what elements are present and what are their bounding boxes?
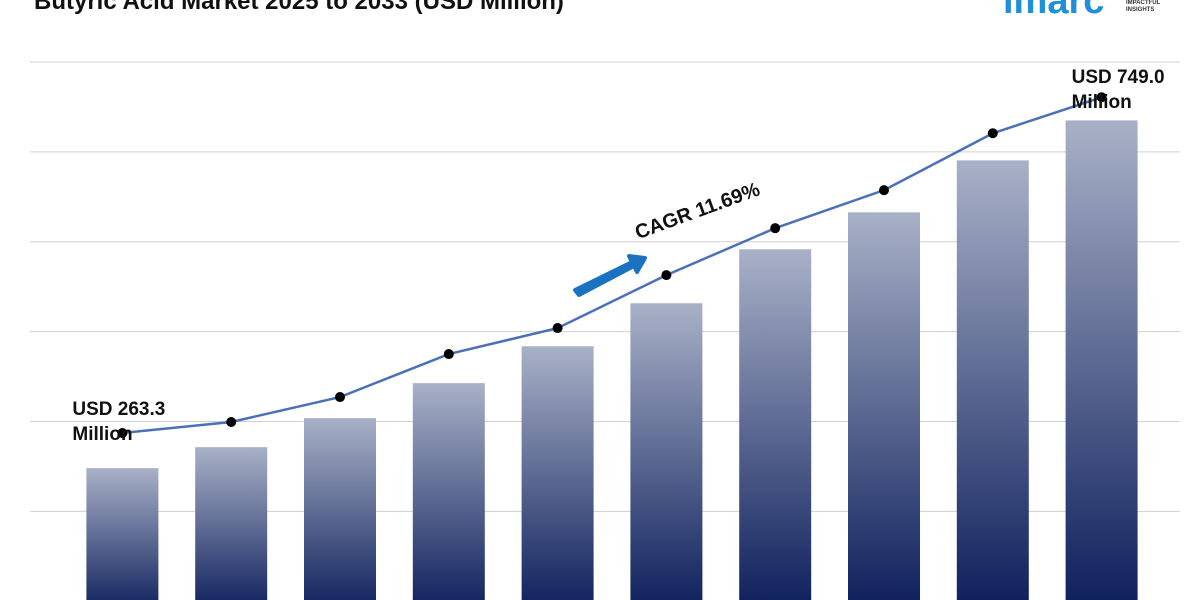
point	[1096, 92, 1107, 103]
bar	[848, 212, 920, 600]
bar	[739, 249, 812, 600]
bar	[521, 346, 594, 600]
bar	[1065, 120, 1138, 600]
line	[122, 96, 1102, 435]
logo-tagline: IMPACTFUL INSIGHTS	[1126, 0, 1161, 13]
bar	[195, 447, 268, 600]
bar	[412, 383, 485, 600]
bar	[630, 303, 703, 600]
point	[226, 417, 237, 428]
logo: imarc	[1003, 0, 1105, 22]
cagr-arrow	[573, 254, 647, 297]
point	[661, 270, 672, 281]
point	[443, 349, 454, 360]
point	[335, 392, 345, 403]
bar	[304, 418, 376, 600]
bar	[86, 468, 159, 600]
point	[987, 128, 998, 139]
point	[770, 223, 781, 234]
point	[879, 185, 889, 196]
chart-title: Butyric Acid Market 2025 to 2033 (USD Mi…	[34, 0, 564, 15]
point	[552, 323, 563, 334]
bar	[956, 160, 1029, 600]
data-label: USD 749.0 Million	[1071, 67, 1165, 114]
data-label: USD 263.3 Million	[72, 398, 166, 445]
point	[117, 427, 128, 438]
